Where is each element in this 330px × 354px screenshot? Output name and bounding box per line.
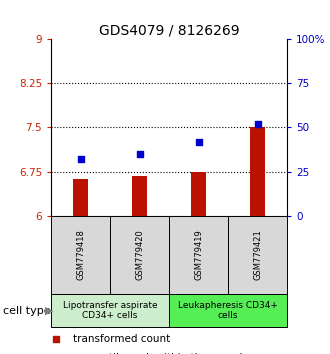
Bar (132, 176, 147, 216)
Bar (169, 216, 228, 294)
Bar (110, 216, 169, 294)
Point (78, 156, 83, 162)
Point (137, 151, 142, 157)
Text: Lipotransfer aspirate
CD34+ cells: Lipotransfer aspirate CD34+ cells (63, 301, 157, 320)
Text: transformed count: transformed count (73, 334, 170, 344)
Bar (51, 216, 110, 294)
Text: GSM779419: GSM779419 (194, 229, 203, 280)
Point (196, 139, 201, 144)
Text: GSM779418: GSM779418 (76, 229, 85, 280)
Point (255, 121, 260, 127)
Bar (169, 294, 287, 327)
Title: GDS4079 / 8126269: GDS4079 / 8126269 (99, 24, 240, 38)
Text: percentile rank within the sample: percentile rank within the sample (73, 353, 248, 354)
Bar (51, 294, 169, 327)
Bar (191, 172, 206, 216)
Bar (73, 179, 88, 216)
Text: GSM779421: GSM779421 (253, 229, 262, 280)
Text: cell type: cell type (3, 306, 51, 316)
Text: ▶: ▶ (45, 306, 53, 316)
Text: GSM779420: GSM779420 (135, 229, 144, 280)
Bar (250, 127, 265, 216)
Text: Leukapheresis CD34+
cells: Leukapheresis CD34+ cells (178, 301, 278, 320)
Bar (228, 216, 287, 294)
